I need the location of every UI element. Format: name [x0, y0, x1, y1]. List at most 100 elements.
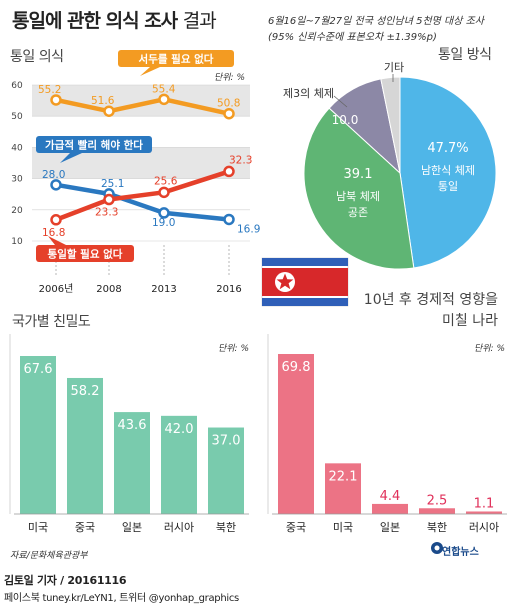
x-tick-label: 2006년	[39, 283, 74, 295]
data-point	[103, 105, 115, 117]
data-label: 19.0	[152, 217, 175, 229]
category-label: 미국	[333, 521, 353, 534]
series-name: 서두를 필요 없다	[139, 53, 214, 66]
title-main: 통일에 관한 의식 조사	[12, 10, 178, 32]
bar-value-label: 22.1	[329, 469, 358, 484]
series-name: 통일할 필요 없다	[48, 248, 123, 261]
bar	[67, 377, 103, 514]
data-label: 23.3	[95, 207, 118, 219]
econ-title-line1: 10년 후 경제적 영향을	[363, 292, 498, 308]
y-tick-label: 20	[11, 206, 23, 216]
bar-value-label: 4.4	[380, 489, 401, 504]
bar-value-label: 37.0	[212, 434, 241, 449]
y-tick-label: 50	[11, 112, 23, 122]
data-point	[158, 207, 170, 219]
data-point	[158, 93, 170, 106]
slice-value: 10.0	[332, 113, 359, 127]
category-label: 중국	[75, 521, 95, 534]
y-tick-label: 30	[11, 175, 23, 185]
data-point	[50, 214, 62, 226]
pie-slice	[399, 76, 497, 269]
slice-value: 39.1	[344, 167, 373, 182]
series-name: 가급적 빨리 해야 한다	[45, 139, 143, 152]
pie-chart-title: 통일 방식	[438, 47, 492, 63]
bar	[20, 356, 56, 514]
data-label: 55.4	[152, 83, 176, 95]
x-tick-label: 2013	[151, 284, 176, 295]
category-label: 중국	[286, 521, 306, 534]
slice-label: 제3의 체제	[283, 87, 334, 100]
y-tick-label: 10	[11, 237, 23, 247]
category-label: 러시아	[469, 521, 499, 534]
data-label: 32.3	[229, 154, 252, 166]
data-label: 28.0	[42, 169, 65, 181]
bar-value-label: 69.8	[282, 360, 311, 375]
bar-value-label: 2.5	[427, 493, 448, 508]
x-tick-label: 2008	[96, 284, 121, 295]
affinity-chart-unit: 단위: %	[218, 344, 250, 354]
slice-label: 통일	[438, 179, 458, 193]
data-point	[158, 186, 170, 199]
econ-chart-title: 10년 후 경제적 영향을 미칠 나라	[330, 290, 498, 332]
page-title: 통일에 관한 의식 조사 결과	[12, 6, 217, 33]
slice-label: 기타	[384, 61, 404, 74]
series-line	[55, 169, 230, 222]
bar	[114, 412, 150, 514]
line-chart-series: 55.2 51.6 55.4 50.8 28.0 25.1 19.0 16.9 16.8 23.3…	[38, 83, 260, 238]
data-label: 16.8	[42, 227, 65, 239]
data-point	[50, 94, 62, 106]
north-korea-flag-icon	[261, 257, 349, 307]
affinity-chart-title: 국가별 친밀도	[12, 314, 91, 330]
bar	[325, 463, 361, 514]
slice-value: 47.7%	[427, 141, 468, 156]
survey-note: 6월16일~7월27일 전국 성인남녀 5천명 대상 조사 (95% 신뢰수준에…	[268, 14, 508, 46]
bar-value-label: 1.1	[474, 496, 495, 511]
data-point	[50, 179, 62, 191]
data-label: 51.6	[91, 95, 115, 107]
social-links: 페이스북 tuney.kr/LeYN1, 트위터 @yonhap_graphic…	[4, 593, 239, 604]
econ-chart-unit: 단위: %	[474, 344, 506, 354]
line-chart-x-ticks: 2006년 2008 2013 2016	[39, 245, 242, 295]
callout-tail	[140, 67, 160, 76]
category-label: 미국	[28, 521, 48, 534]
leader-line	[333, 95, 348, 108]
yonhap-logo-icon	[431, 542, 443, 554]
slice-label: 남북 체제	[336, 190, 380, 203]
bar-value-label: 58.2	[71, 384, 100, 399]
data-label: 25.6	[154, 175, 178, 187]
data-label: 55.2	[38, 84, 61, 96]
category-label: 일본	[380, 520, 400, 534]
survey-margin: (95% 신뢰수준에 표본오차 ±1.39%p)	[268, 32, 437, 43]
data-label: 50.8	[217, 98, 240, 110]
category-label: 일본	[122, 520, 142, 534]
econ-bar-chart: 69.8 중국 22.1 미국 4.4 일본 2.5 북한 1.1 러시아	[267, 334, 507, 534]
y-tick-label: 60	[11, 81, 23, 91]
callout-box	[36, 136, 152, 153]
line-chart-unit: 단위: %	[214, 73, 246, 83]
bar	[372, 503, 408, 514]
source-note: 자료/문화체육관광부	[10, 551, 88, 561]
bar	[208, 427, 244, 514]
bar	[278, 354, 314, 514]
data-point	[223, 213, 235, 226]
x-tick-label: 2016	[216, 284, 241, 295]
title-suffix: 결과	[182, 10, 217, 32]
y-tick-label: 40	[11, 143, 23, 153]
pie-slice	[303, 107, 415, 270]
yonhap-logo-text: 연합뉴스	[442, 547, 479, 558]
line-chart-title: 통일 의식	[10, 49, 64, 65]
category-label: 북한	[427, 521, 447, 534]
category-label: 북한	[216, 521, 236, 534]
pie-slice	[380, 76, 401, 174]
bar	[466, 511, 502, 514]
callout-tail	[48, 236, 66, 245]
survey-period: 6월16일~7월27일 전국 성인남녀 5천명 대상 조사	[268, 16, 485, 27]
bar	[161, 415, 197, 514]
category-label: 러시아	[164, 521, 194, 534]
affinity-bar-chart: 67.6 미국 58.2 중국 43.6 일본 42.0 러시아 37.0 북한	[9, 334, 249, 534]
series-line	[55, 182, 230, 222]
bar-value-label: 42.0	[165, 422, 194, 437]
byline: 김토일 기자 / 20161116	[4, 574, 127, 587]
